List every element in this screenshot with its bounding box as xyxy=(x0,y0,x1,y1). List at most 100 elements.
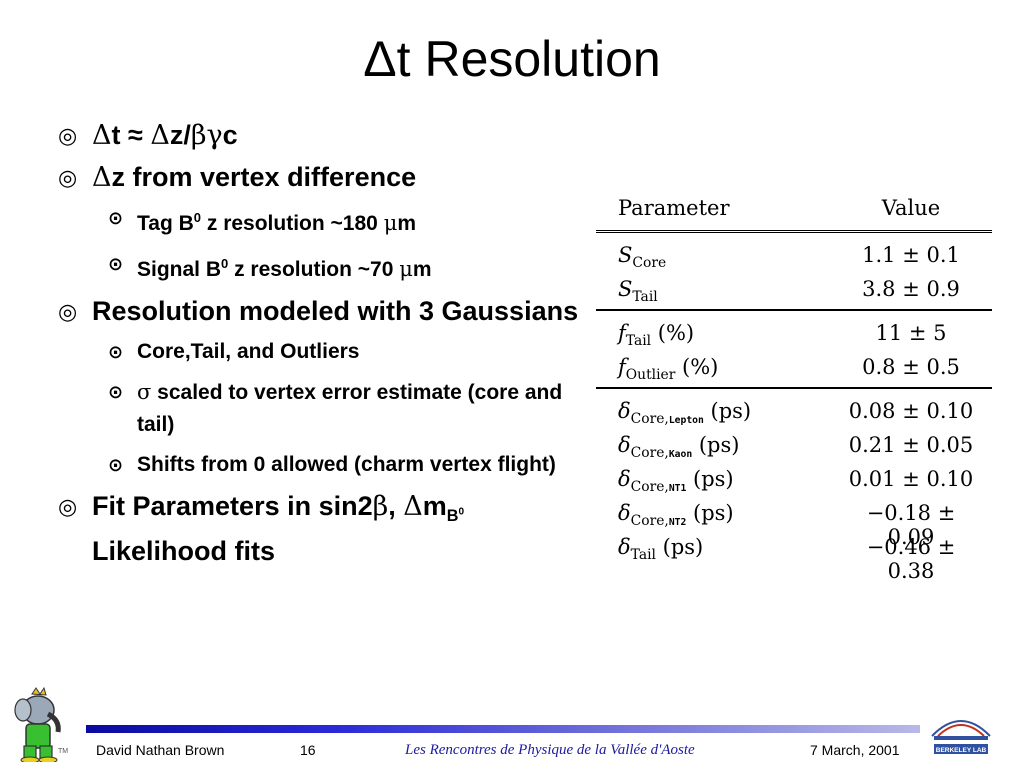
header-value: Value xyxy=(881,196,941,220)
beta-symbol: β xyxy=(372,491,389,522)
bullet-text: z from vertex difference xyxy=(111,162,417,192)
sub-bullet-shifts: ⊙ Shifts from 0 allowed (charm vertex fl… xyxy=(108,449,588,481)
param-unit: (ps) xyxy=(703,399,752,423)
sigma-symbol: σ xyxy=(137,380,152,404)
subscript: B0 xyxy=(447,507,464,525)
param-subscript: Core,NT2 xyxy=(631,513,687,529)
bullet-resolution-model: ◎ Resolution modeled with 3 Gaussians xyxy=(58,294,588,329)
param-cell: δCore,NT1 (ps) xyxy=(618,467,734,495)
table-group-delta: δCore,Lepton (ps) 0.08 ± 0.10 δCore,Kaon… xyxy=(596,389,992,583)
param-unit: (ps) xyxy=(692,433,740,457)
bullet-text: m xyxy=(397,212,417,235)
header-parameter: Parameter xyxy=(618,196,730,220)
bullet-marker-icon: ◎ xyxy=(58,123,78,148)
elephant-icon xyxy=(14,686,61,764)
bullet-text: Tag B xyxy=(137,212,194,235)
beta-gamma-symbol: βγ xyxy=(190,120,223,151)
param-symbol: δ xyxy=(618,399,631,423)
param-cell: δCore,NT2 (ps) xyxy=(618,501,734,529)
berkeley-lab-logo: BERKELEY LAB xyxy=(928,700,994,763)
param-subscript-tag: NT2 xyxy=(668,517,687,529)
footer-conference: Les Rencontres de Physique de la Vallée … xyxy=(405,742,695,758)
table-row: δTail (ps) −0.46 ± 0.38 xyxy=(596,529,992,583)
bullet-text: Core,Tail, and Outliers xyxy=(137,340,360,363)
bullet-marker-icon: ◎ xyxy=(58,494,78,519)
param-subscript-tag: Kaon xyxy=(668,449,693,461)
value-cell: 0.01 ± 0.10 xyxy=(848,467,974,491)
delta-symbol: Δ xyxy=(403,491,423,522)
param-symbol: δ xyxy=(618,467,631,491)
param-cell: δTail (ps) xyxy=(618,535,703,563)
param-cell: δCore,Lepton (ps) xyxy=(618,399,751,427)
param-symbol: δ xyxy=(618,535,631,559)
delta-symbol: Δ xyxy=(92,120,112,151)
bullet-marker-icon: ◎ xyxy=(58,165,78,190)
value-cell: 1.1 ± 0.1 xyxy=(862,243,960,267)
param-subscript-text: Core, xyxy=(630,479,669,496)
param-subscript-tag: NT1 xyxy=(668,483,687,495)
superscript: 0 xyxy=(458,507,465,518)
footer-divider xyxy=(86,725,920,733)
bullet-text: c xyxy=(222,120,238,150)
bullet-dt-approx: ◎ Δt ≈ Δz/βγc xyxy=(58,118,588,153)
table-row: δCore,Kaon (ps) 0.21 ± 0.05 xyxy=(596,427,992,461)
value-cell: −0.18 ± 0.09 xyxy=(866,501,956,549)
param-symbol: δ xyxy=(618,501,631,525)
bullet-dz-vertex: ◎ Δz from vertex difference xyxy=(58,160,588,195)
footer-page-number: 16 xyxy=(300,742,316,758)
param-cell: fTail (%) xyxy=(618,321,694,349)
param-symbol: f xyxy=(618,321,626,345)
param-symbol: S xyxy=(618,243,633,267)
param-subscript: Core,Kaon xyxy=(631,445,693,461)
param-unit: (ps) xyxy=(655,535,704,559)
sub-bullet-marker-icon: ⊙ xyxy=(108,455,124,475)
trademark-mark: TM xyxy=(58,748,69,755)
param-subscript-tag: Lepton xyxy=(668,415,704,427)
param-cell: SCore xyxy=(618,243,666,271)
berkeley-lab-icon: BERKELEY LAB xyxy=(931,720,991,754)
mu-symbol: μ xyxy=(383,211,398,235)
value-cell: 3.8 ± 0.9 xyxy=(862,277,960,301)
parameter-table: Parameter Value SCore 1.1 ± 0.1 S Tail 3.… xyxy=(596,190,992,583)
param-subscript: Outlier xyxy=(625,367,676,384)
sub-bullet-marker-icon: ⊙ xyxy=(108,254,124,274)
param-subscript: Tail xyxy=(625,333,652,350)
bullet-text: scaled to vertex error estimate (core an… xyxy=(137,381,563,436)
table-group-s: SCore 1.1 ± 0.1 S Tail 3.8 ± 0.9 xyxy=(596,233,992,311)
superscript: 0 xyxy=(221,256,229,271)
param-subscript: Tail xyxy=(630,547,656,564)
value-cell: 0.21 ± 0.05 xyxy=(848,433,974,457)
table-row: fTail (%) 11 ± 5 xyxy=(596,315,992,349)
superscript: 0 xyxy=(193,210,202,225)
delta-symbol: Δ xyxy=(92,162,112,193)
param-subscript-text: Core, xyxy=(630,411,669,428)
value-cell: 0.8 ± 0.5 xyxy=(862,355,960,379)
bullet-text: t ≈ xyxy=(111,120,151,150)
table-row: fOutlier (%) 0.8 ± 0.5 xyxy=(596,349,992,383)
bullet-text: z/ xyxy=(169,120,191,150)
sub-bullet-marker-icon: ⊙ xyxy=(108,208,124,228)
value-cell: 0.08 ± 0.10 xyxy=(848,399,974,423)
param-unit: (%) xyxy=(675,355,719,379)
bullet-list: ◎ Δt ≈ Δz/βγc ◎ Δz from vertex differenc… xyxy=(58,118,588,576)
mu-symbol: μ xyxy=(399,257,413,281)
sub-bullet-marker-icon: ⊙ xyxy=(108,342,124,362)
param-cell: δCore,Kaon (ps) xyxy=(618,433,739,461)
sub-bullet-tag-resolution: ⊙ Tag B0 z resolution ~180 μm xyxy=(108,202,588,240)
footer-date: 7 March, 2001 xyxy=(810,742,900,758)
param-subscript: Tail xyxy=(632,289,658,306)
param-symbol: f xyxy=(618,355,626,379)
bullet-text: z resolution ~180 xyxy=(201,212,384,235)
bullet-text: Likelihood fits xyxy=(92,536,276,567)
param-unit: (ps) xyxy=(686,501,734,525)
subscript-text: B xyxy=(446,507,459,526)
param-unit: (ps) xyxy=(686,467,734,491)
table-row: δCore,Lepton (ps) 0.08 ± 0.10 xyxy=(596,393,992,427)
bullet-text: , xyxy=(388,491,404,521)
bullet-marker-icon: ◎ xyxy=(58,299,78,324)
sub-bullet-marker-icon: ⊙ xyxy=(108,382,124,402)
berkeley-lab-text: BERKELEY LAB xyxy=(936,747,987,754)
param-subscript: Core,NT1 xyxy=(631,479,687,495)
sub-bullet-signal-resolution: ⊙ Signal B0 z resolution ~70 μm xyxy=(108,248,588,286)
value-cell: 11 ± 5 xyxy=(875,321,947,345)
